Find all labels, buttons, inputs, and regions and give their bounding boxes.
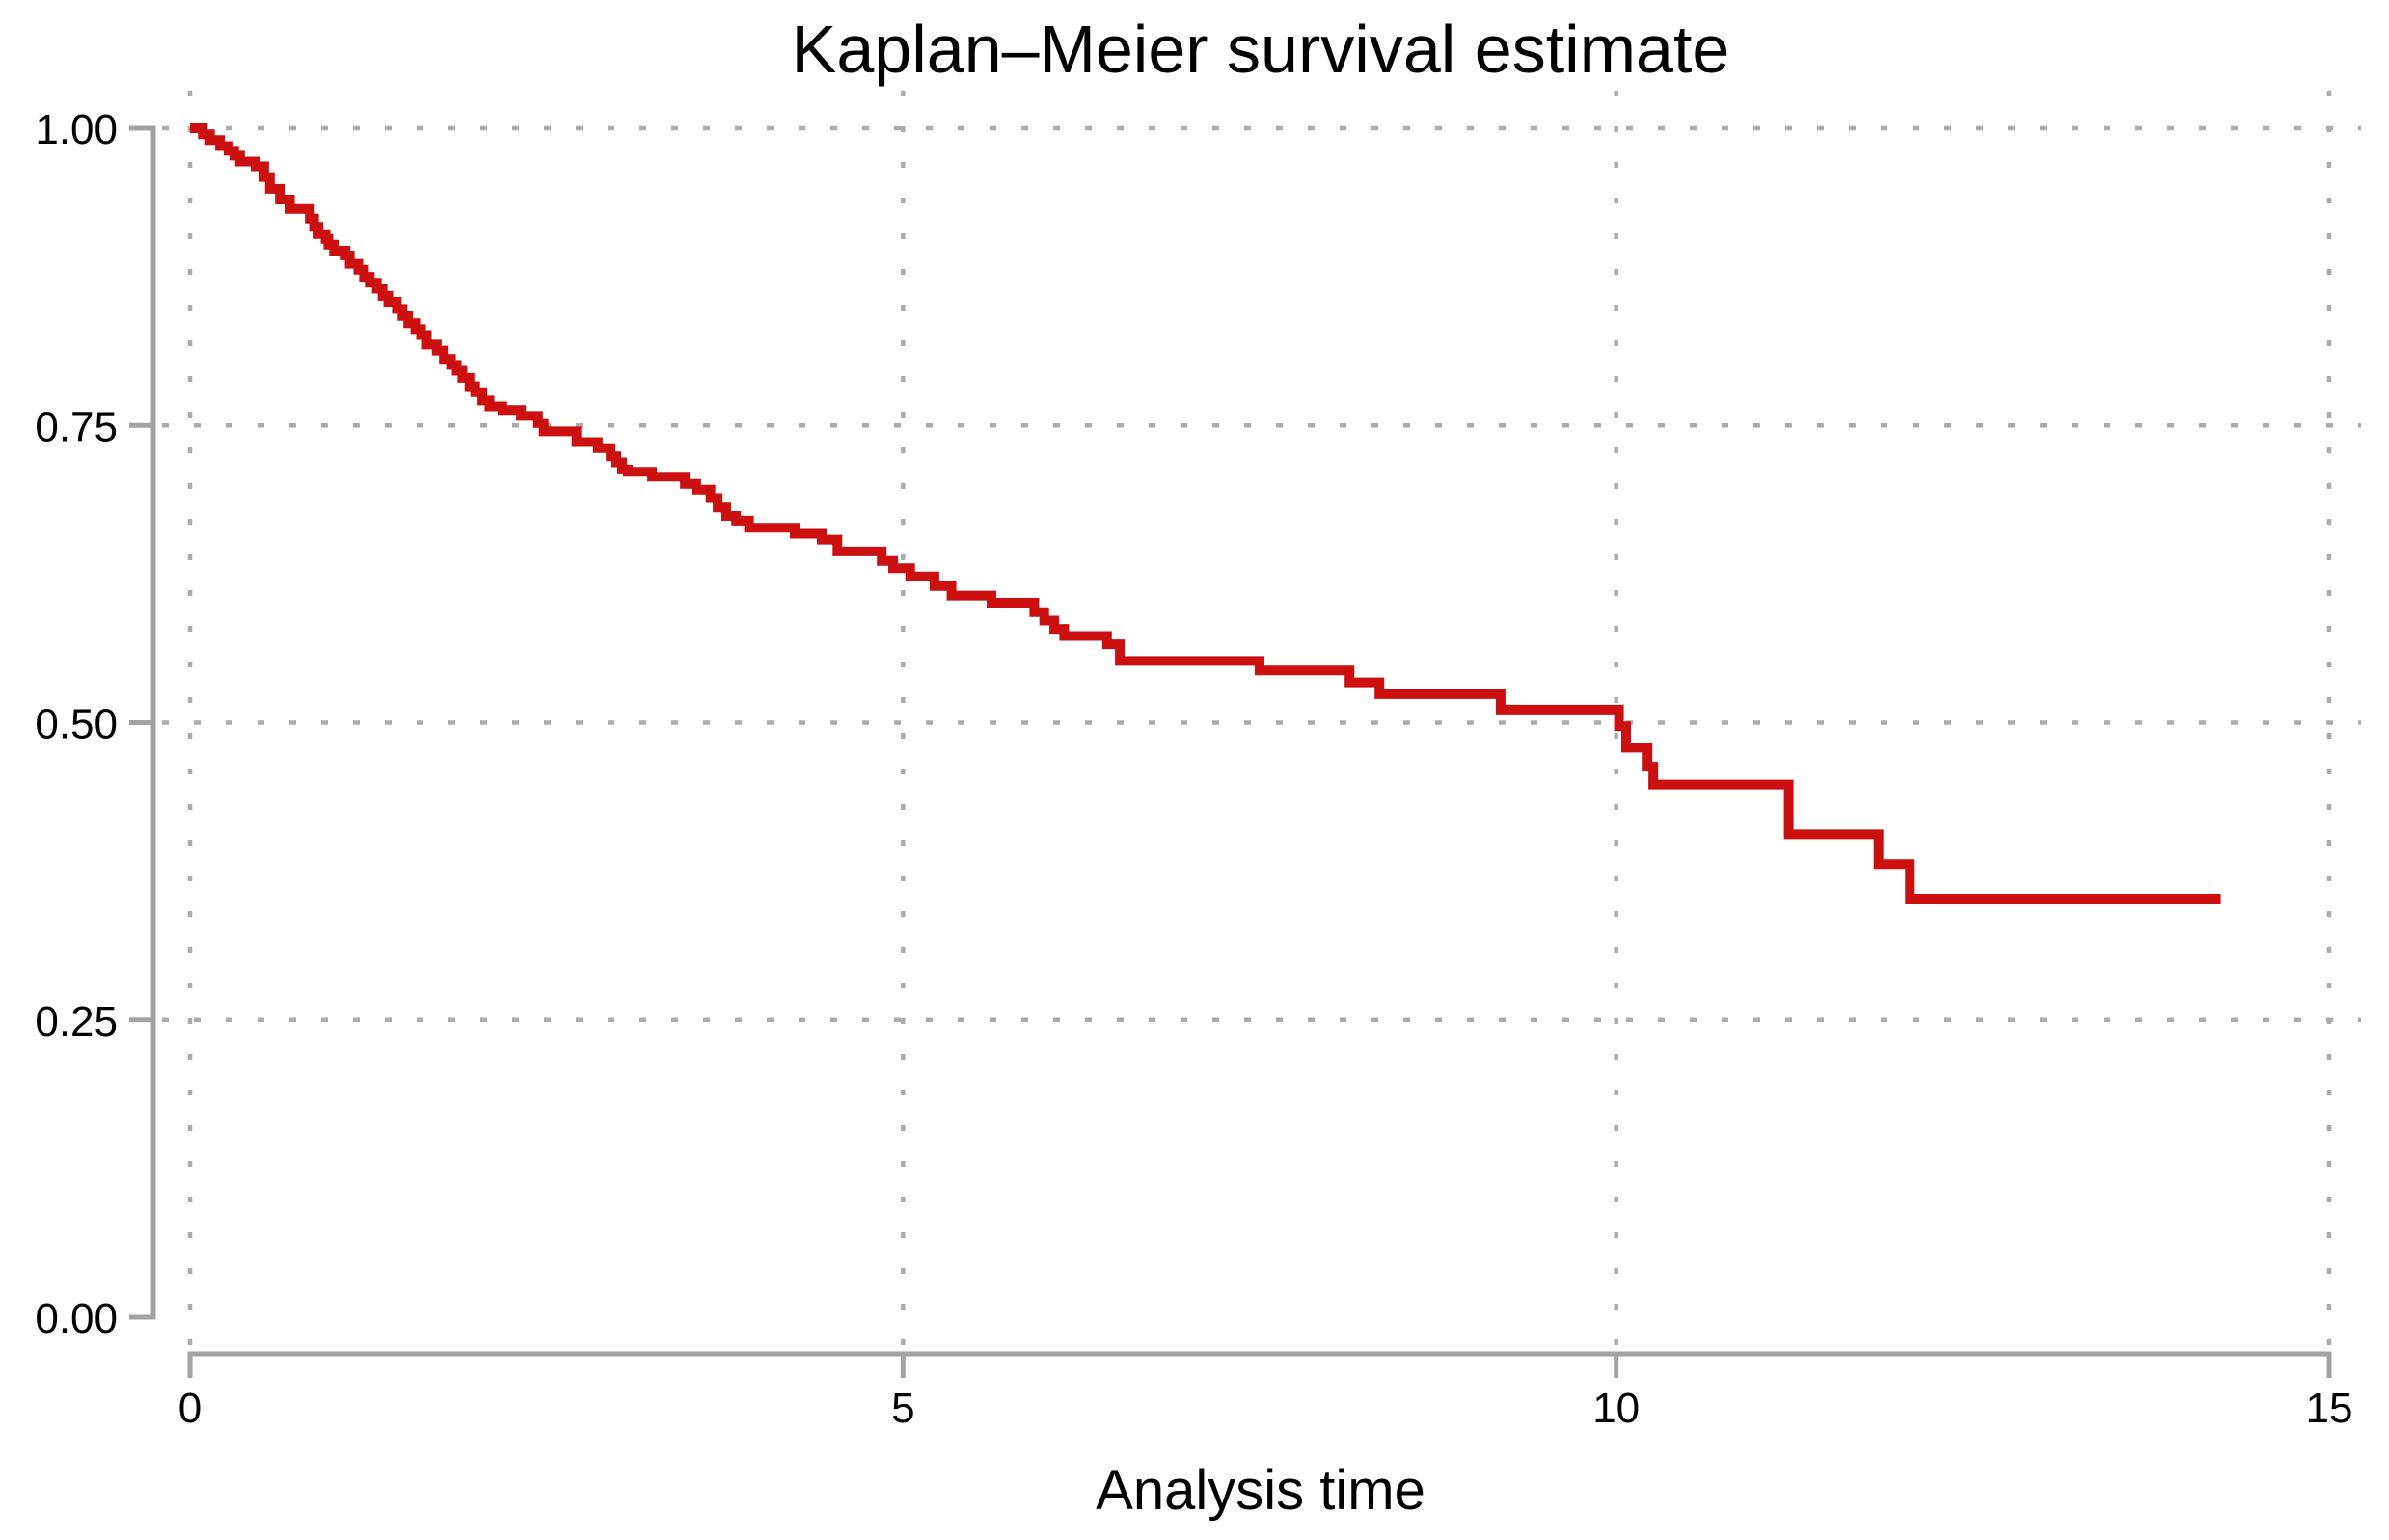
survival-curve bbox=[190, 123, 2221, 904]
x-tick-label: 5 bbox=[891, 1385, 914, 1432]
y-tick-label: 0.25 bbox=[35, 998, 118, 1045]
gridlines bbox=[162, 91, 2361, 1346]
x-tick-label: 10 bbox=[1592, 1385, 1640, 1432]
y-tick-label: 0.00 bbox=[35, 1295, 118, 1342]
y-tick-label: 1.00 bbox=[35, 106, 118, 153]
axes bbox=[129, 125, 2332, 1378]
x-axis-title: Analysis time bbox=[1096, 1459, 1425, 1522]
tick-labels: 0.00 0.25 0.50 0.75 1.00 0 5 10 15 bbox=[35, 106, 2352, 1432]
y-tick-label: 0.50 bbox=[35, 701, 118, 748]
x-tick-label: 15 bbox=[2306, 1385, 2353, 1432]
chart-title: Kaplan–Meier survival estimate bbox=[792, 12, 1730, 87]
y-tick-label: 0.75 bbox=[35, 403, 118, 450]
x-tick-label: 0 bbox=[178, 1385, 202, 1432]
